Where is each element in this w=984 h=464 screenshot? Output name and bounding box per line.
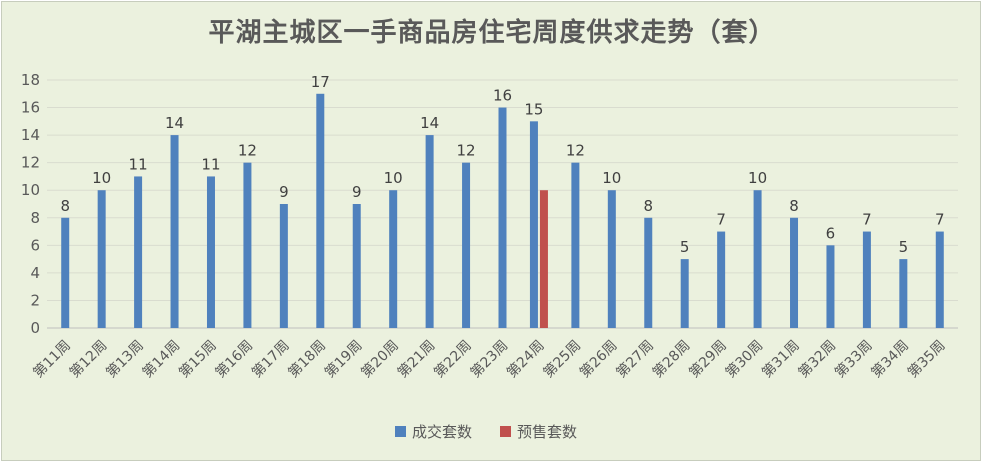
data-label: 10 (384, 169, 403, 187)
legend-swatch (395, 426, 406, 437)
x-tick-label: 第22周 (430, 337, 474, 381)
y-tick-label: 2 (30, 291, 40, 309)
x-tick-label: 第15周 (175, 337, 219, 381)
data-labels: 8 10 11 14 11 12 9 17 9 10 14 12 16 15 12 10 8 5 7 10 8 6 7 5 7 (60, 73, 944, 256)
bar-成交套数 (389, 190, 398, 328)
y-axis-ticks: 0 2 4 6 8 10 12 14 16 18 (21, 71, 40, 337)
bar-成交套数 (644, 217, 653, 328)
bar-成交套数 (279, 204, 288, 328)
data-label: 6 (826, 224, 836, 242)
y-tick-label: 4 (30, 264, 40, 282)
x-tick-label: 第29周 (686, 337, 730, 381)
bar-预售套数 (539, 190, 548, 328)
x-tick-label: 第14周 (139, 337, 183, 381)
x-tick-label: 第11周 (30, 337, 74, 381)
bar-成交套数 (753, 190, 762, 328)
x-tick-label: 第23周 (467, 337, 511, 381)
data-label: 12 (238, 142, 257, 160)
data-label: 14 (165, 114, 184, 132)
legend-label: 预售套数 (517, 423, 577, 441)
x-tick-label: 第34周 (868, 337, 912, 381)
x-tick-label: 第25周 (540, 337, 584, 381)
x-tick-label: 第16周 (212, 337, 256, 381)
data-label: 14 (420, 114, 439, 132)
x-tick-label: 第27周 (613, 337, 657, 381)
x-tick-label: 第13周 (103, 337, 147, 381)
y-tick-label: 12 (21, 154, 40, 172)
data-label: 17 (311, 73, 330, 91)
data-label: 10 (748, 169, 767, 187)
data-label: 7 (935, 211, 945, 229)
x-tick-label: 第12周 (66, 337, 110, 381)
data-label: 10 (92, 169, 111, 187)
y-tick-label: 8 (30, 209, 40, 227)
bar-成交套数 (680, 259, 689, 328)
data-label: 8 (789, 197, 799, 215)
data-label: 11 (201, 155, 220, 173)
data-label: 8 (643, 197, 653, 215)
data-label: 10 (602, 169, 621, 187)
y-tick-label: 0 (30, 319, 40, 337)
bar-成交套数 (97, 190, 106, 328)
x-tick-label: 第24周 (503, 337, 547, 381)
x-tick-label: 第19周 (321, 337, 365, 381)
x-tick-label: 第28周 (649, 337, 693, 381)
x-tick-label: 第35周 (904, 337, 948, 381)
bar-成交套数 (462, 162, 471, 328)
x-tick-label: 第20周 (358, 337, 402, 381)
x-tick-label: 第26周 (576, 337, 620, 381)
legend: 成交套数 预售套数 (395, 423, 577, 441)
y-tick-label: 18 (21, 71, 40, 89)
bar-成交套数 (899, 259, 908, 328)
bar-成交套数 (498, 107, 507, 328)
data-label: 15 (524, 100, 543, 118)
bar-成交套数 (134, 176, 143, 328)
y-tick-label: 16 (21, 99, 40, 117)
data-label: 5 (680, 238, 690, 256)
x-tick-label: 第17周 (248, 337, 292, 381)
x-tick-label: 第31周 (758, 337, 802, 381)
data-label: 7 (862, 211, 872, 229)
data-label: 16 (493, 87, 512, 105)
data-label: 8 (60, 197, 70, 215)
data-label: 11 (129, 155, 148, 173)
data-label: 7 (716, 211, 726, 229)
bar-成交套数 (61, 217, 70, 328)
data-label: 12 (566, 142, 585, 160)
bar-成交套数 (935, 231, 944, 328)
x-tick-label: 第30周 (722, 337, 766, 381)
x-tick-label: 第21周 (394, 337, 438, 381)
bars (61, 93, 944, 329)
x-tick-label: 第32周 (795, 337, 839, 381)
bar-成交套数 (862, 231, 871, 328)
x-tick-label: 第33周 (831, 337, 875, 381)
bar-成交套数 (529, 121, 538, 328)
bar-成交套数 (607, 190, 616, 328)
legend-swatch (500, 426, 511, 437)
bar-成交套数 (425, 135, 434, 328)
chart-title: 平湖主城区一手商品房住宅周度供求走势（套） (208, 18, 776, 48)
data-label: 9 (352, 183, 362, 201)
bar-成交套数 (717, 231, 726, 328)
bar-成交套数 (206, 176, 215, 328)
x-tick-label: 第18周 (285, 337, 329, 381)
data-label: 9 (279, 183, 289, 201)
bar-成交套数 (352, 204, 361, 328)
y-tick-label: 14 (21, 126, 40, 144)
bar-成交套数 (790, 217, 799, 328)
y-tick-label: 10 (21, 181, 40, 199)
bar-成交套数 (826, 245, 835, 328)
bar-成交套数 (243, 162, 252, 328)
x-axis-ticks: 第11周第12周第13周第14周第15周第16周第17周第18周第19周第20周… (30, 337, 949, 381)
bar-成交套数 (571, 162, 580, 328)
legend-label: 成交套数 (412, 423, 472, 441)
data-label: 12 (457, 142, 476, 160)
bar-成交套数 (316, 93, 325, 329)
data-label: 5 (899, 238, 909, 256)
bar-成交套数 (170, 135, 179, 328)
y-tick-label: 6 (30, 236, 40, 254)
